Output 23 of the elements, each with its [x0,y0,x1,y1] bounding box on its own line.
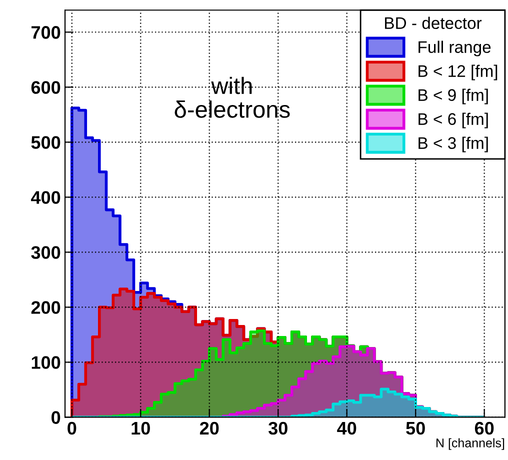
y-tick-label: 600 [31,81,60,94]
y-tick-label: 200 [31,301,60,314]
legend-label: B < 3 [fm] [418,136,488,152]
legend-label: B < 12 [fm] [418,64,498,80]
x-tick-label: 30 [268,422,288,435]
x-tick-label: 60 [474,422,494,435]
annotation: with δ-electrons [174,76,290,118]
y-tick-label: 700 [32,26,60,39]
legend-label: Full range [418,40,491,56]
x-tick-label: 0 [68,422,76,435]
x-tick-label: 40 [337,422,356,435]
y-tick-label: 500 [31,136,60,149]
x-tick-label: 20 [200,422,219,435]
y-tick-label: 400 [31,191,60,204]
legend-title: BD - detector [385,16,482,30]
y-tick-label: 100 [32,356,60,369]
legend-label: B < 6 [fm] [418,112,488,128]
x-tick-label: 10 [132,422,150,435]
x-axis-title: N [channels] [436,438,504,450]
y-tick-label: 0 [52,411,60,424]
x-tick-label: 50 [406,422,425,435]
y-tick-label: 300 [31,246,60,259]
legend-label: B < 9 [fm] [418,88,488,104]
